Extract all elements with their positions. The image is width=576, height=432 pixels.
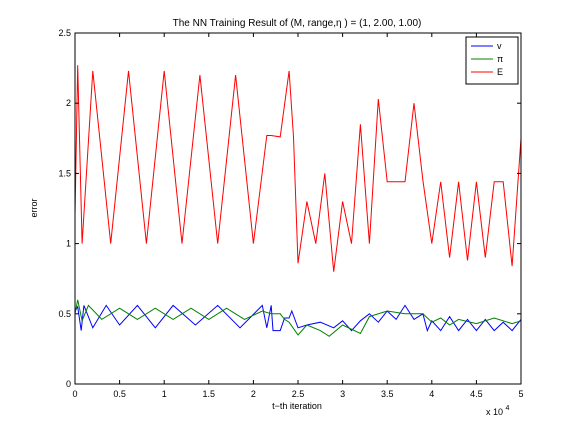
series-line-3 (75, 65, 521, 272)
y-tick-label: 2 (66, 98, 71, 108)
x-tick-label: 1.5 (203, 389, 216, 399)
x-tick-label: 4.5 (470, 389, 483, 399)
y-axis: 0 0.5 1 1.5 2 2.5 (58, 28, 521, 389)
legend-label-2: π (497, 54, 503, 64)
x-tick-label: 3.5 (381, 389, 394, 399)
x-tick-label: 4 (429, 389, 434, 399)
x-tick-label: 3 (340, 389, 345, 399)
y-tick-label: 1.5 (58, 168, 71, 178)
x-axis: 0 0.5 1 1.5 2 2.5 3 3.5 4 4.5 5 (72, 33, 524, 399)
y-tick-label: 0.5 (58, 309, 71, 319)
x-exponent-base: x 10 (486, 407, 503, 417)
x-tick-label: 0.5 (113, 389, 126, 399)
y-tick-label: 2.5 (58, 28, 71, 38)
legend-box (465, 36, 519, 85)
x-tick-label: 5 (518, 389, 523, 399)
x-tick-label: 1 (162, 389, 167, 399)
axes-background (75, 33, 521, 384)
legend-label-3: E (497, 67, 503, 77)
x-exponent-power: 4 (506, 405, 510, 412)
legend-label-1: v (497, 41, 502, 51)
x-tick-label: 2 (251, 389, 256, 399)
x-axis-label: t−th iteration (272, 401, 322, 411)
legend: vπE (465, 36, 519, 85)
y-tick-label: 0 (66, 379, 71, 389)
chart-title: The NN Training Result of (M, range,η ) … (173, 18, 422, 29)
series-line-1 (75, 304, 521, 333)
x-tick-label: 2.5 (292, 389, 305, 399)
series-layer (75, 65, 521, 337)
plot-area (74, 32, 522, 385)
x-tick-label: 0 (72, 389, 77, 399)
series-line-2 (75, 299, 521, 337)
x-exponent-label: x 10 4 (486, 405, 510, 417)
y-axis-label: error (29, 198, 39, 217)
y-tick-label: 1 (66, 239, 71, 249)
